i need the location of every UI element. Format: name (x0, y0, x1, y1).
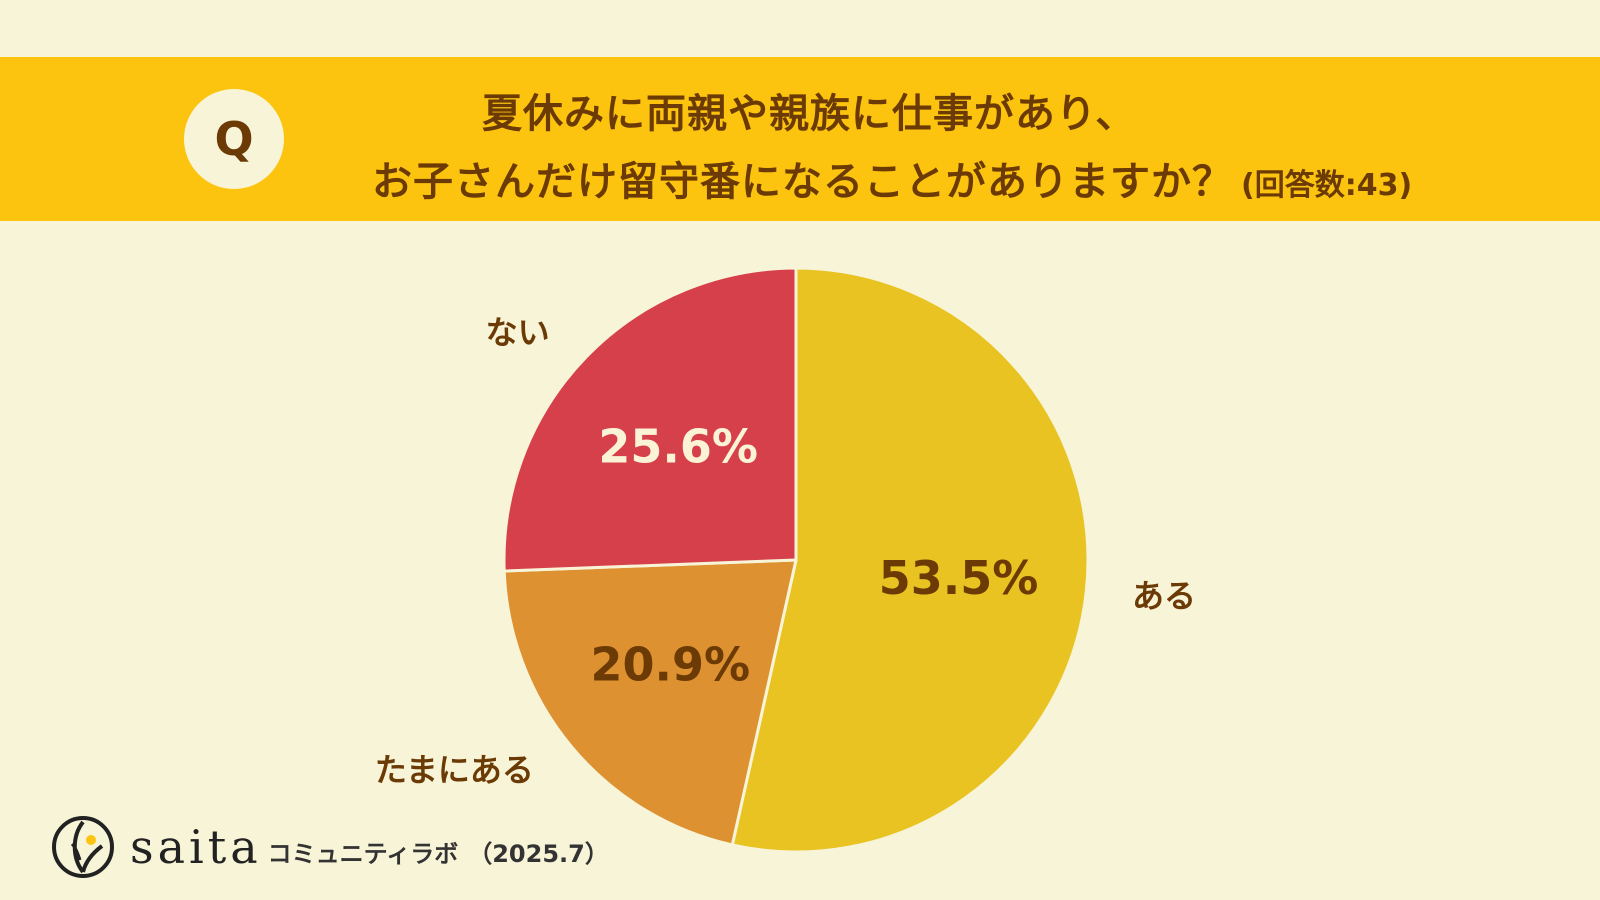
pie-slice-nai (502, 266, 798, 573)
category-label-aru: ある (1132, 577, 1196, 615)
value-label-tamani-aru: 20.9% (591, 638, 751, 692)
question-banner: Q 夏休みに両親や親族に仕事があり、 お子さんだけ留守番になることがありますか？… (0, 57, 1600, 221)
footer: saita コミュニティラボ （2025.7） (50, 812, 609, 882)
lab-name: コミュニティラボ (267, 839, 459, 868)
pie-slice-aru (730, 266, 1090, 854)
question-line-2-text: お子さんだけ留守番になることがありますか？ (372, 159, 1233, 205)
category-label-tamani-aru: たまにある (375, 751, 534, 789)
saita-logo-icon (52, 816, 114, 878)
q-badge: Q (184, 89, 284, 189)
question-line-1: 夏休みに両親や親族に仕事があり、 (482, 91, 1137, 137)
question-line-2: お子さんだけ留守番になることがありますか？ (回答数:43) (372, 149, 1412, 207)
pie-slice-tamani-aru (502, 558, 798, 847)
brand-name: saita (130, 820, 262, 874)
value-label-nai: 25.6% (598, 420, 758, 474)
value-label-aru: 53.5% (879, 551, 1039, 605)
survey-date: （2025.7） (468, 839, 609, 868)
response-count: (回答数:43) (1241, 168, 1413, 203)
category-label-nai: ない (486, 314, 550, 352)
